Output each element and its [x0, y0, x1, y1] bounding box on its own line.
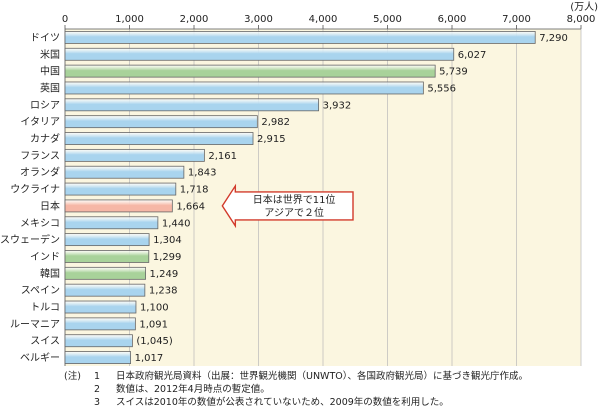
note-row-1: (注) 1 日本政府観光局資料（出展：世界観光機関（UNWTO）、各国政府観光局…	[64, 370, 528, 383]
note-row-2: 2 数値は、2012年4月時点の暫定値。	[64, 383, 528, 396]
note-text: スイスは2010年の数値が公表されていないため、2009年の数値を利用した。	[116, 397, 449, 408]
category-label: スイス	[30, 336, 60, 347]
bar	[64, 148, 205, 162]
value-label: 1,718	[180, 185, 209, 196]
value-label: 2,161	[208, 151, 237, 162]
bar	[64, 115, 258, 129]
value-label: 2,915	[257, 134, 286, 145]
value-label: 1,304	[153, 235, 182, 246]
note-number: 3	[94, 397, 101, 408]
category-label: メキシコ	[20, 218, 60, 229]
category-label: ロシア	[30, 100, 60, 111]
bar-chart: 0 1,000 2,000 3,000 4,000 5,000 6,000 7,000 8,00…	[0, 1, 598, 366]
value-label: 1,091	[139, 319, 168, 330]
category-label: フランス	[20, 150, 60, 162]
category-label: 英国	[40, 81, 60, 94]
tick-label: 4,000	[309, 14, 338, 25]
category-label: インド	[30, 252, 60, 263]
bar	[64, 266, 146, 280]
note-number: 1	[94, 371, 101, 382]
bar	[64, 351, 131, 364]
value-label: (1,045)	[136, 336, 173, 347]
category-label: 韓国	[40, 268, 60, 280]
bar	[64, 81, 424, 95]
unit-label: (万人)	[570, 1, 598, 13]
note-row-3: 3 スイスは2010年の数値が公表されていないため、2009年の数値を利用した。	[64, 396, 528, 409]
category-label: イタリア	[20, 116, 60, 128]
bar	[64, 300, 137, 314]
value-label: 1,843	[188, 168, 217, 179]
tick-label: 5,000	[373, 14, 402, 25]
value-label: 1,017	[135, 353, 164, 364]
bar	[64, 165, 185, 179]
bar	[64, 98, 320, 112]
annotation-text: アジアで２位	[264, 206, 324, 219]
note-text: 日本政府観光局資料（出展：世界観光機関（UNWTO）、各国政府観光局）に基づき観…	[116, 371, 528, 382]
value-label: 1,299	[153, 252, 182, 263]
category-label: 中国	[40, 65, 60, 78]
bar	[64, 334, 133, 348]
tick-label: 1,000	[115, 14, 144, 25]
value-label: 7,290	[539, 33, 568, 44]
category-label: オランダ	[20, 166, 60, 179]
note-number: 2	[94, 384, 101, 395]
category-label: ドイツ	[30, 33, 60, 44]
value-label: 5,556	[427, 83, 456, 94]
note-text: 数値は、2012年4月時点の暫定値。	[116, 384, 270, 395]
annotation-text: 日本は世界で11位	[253, 193, 336, 206]
tick-label: 6,000	[438, 14, 467, 25]
bar	[64, 31, 536, 44]
value-label: 1,249	[150, 269, 179, 280]
category-label: ルーマニア	[10, 319, 60, 330]
bar	[64, 216, 159, 230]
value-label: 1,664	[176, 201, 205, 212]
value-label: 2,982	[261, 117, 290, 128]
value-label: 1,238	[149, 286, 178, 297]
category-label: ベルギー	[20, 352, 60, 364]
bar	[64, 317, 136, 331]
category-label: 日本	[40, 199, 60, 212]
bar	[64, 283, 146, 297]
bar	[64, 233, 150, 247]
category-label: スペイン	[21, 286, 60, 297]
bar	[64, 132, 254, 145]
value-label: 6,027	[458, 50, 487, 61]
bar	[64, 250, 150, 263]
category-label: 米国	[40, 48, 60, 61]
bar	[64, 64, 436, 78]
category-label: カナダ	[30, 132, 60, 145]
bar	[64, 47, 455, 61]
tick-label: 8,000	[567, 14, 596, 25]
bar	[64, 182, 177, 196]
category-label: ウクライナ	[10, 184, 60, 196]
value-label: 3,932	[323, 100, 352, 111]
tick-label: 7,000	[502, 14, 531, 25]
notes: (注) 1 日本政府観光局資料（出展：世界観光機関（UNWTO）、各国政府観光局…	[64, 370, 528, 409]
tick-label: 2,000	[180, 14, 209, 25]
value-label: 1,440	[162, 218, 191, 229]
category-label: トルコ	[30, 303, 60, 314]
bar	[64, 199, 173, 213]
value-label: 1,100	[140, 303, 169, 314]
category-label: スウェーデン	[0, 233, 60, 246]
value-label: 5,739	[439, 67, 468, 78]
notes-prefix: (注)	[64, 371, 81, 382]
tick-label: 0	[62, 14, 68, 25]
annotation-arrow	[221, 183, 354, 229]
tick-label: 3,000	[244, 14, 273, 25]
